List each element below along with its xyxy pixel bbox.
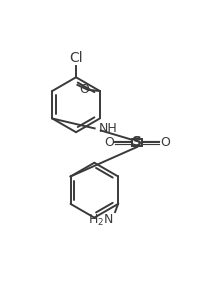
Text: O: O <box>160 136 170 149</box>
Text: H$_2$N: H$_2$N <box>88 213 114 228</box>
Bar <box>133 139 142 146</box>
Text: O: O <box>79 83 89 97</box>
Text: Cl: Cl <box>69 51 83 65</box>
Text: S: S <box>132 135 142 150</box>
Text: O: O <box>104 136 114 149</box>
Text: NH: NH <box>99 122 117 135</box>
